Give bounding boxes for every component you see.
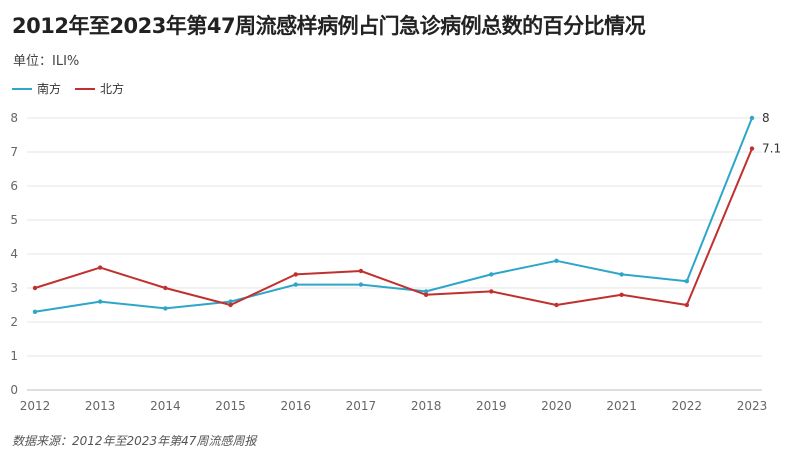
data-point bbox=[489, 289, 494, 294]
y-tick-label: 4 bbox=[10, 247, 18, 261]
legend-swatch-north bbox=[75, 87, 96, 90]
data-point bbox=[489, 272, 494, 277]
data-point bbox=[684, 302, 690, 308]
data-point bbox=[228, 299, 233, 304]
x-tick-label: 2018 bbox=[411, 399, 442, 413]
data-point bbox=[97, 265, 103, 270]
data-point bbox=[749, 115, 755, 121]
legend-label-south: 南方 bbox=[37, 82, 62, 96]
source-note: 数据来源：2012年至2023年第47周流感周报 bbox=[12, 434, 257, 448]
legend-label-north: 北方 bbox=[100, 82, 125, 96]
series-line-1 bbox=[34, 148, 753, 306]
data-point bbox=[293, 282, 298, 287]
data-point bbox=[32, 309, 38, 314]
x-tick-label: 2023 bbox=[737, 399, 768, 413]
data-point bbox=[163, 306, 168, 311]
end-label: 8 bbox=[762, 111, 770, 125]
chart-title: 2012年至2023年第47周流感样病例占门急诊病例总数的百分比情况 bbox=[12, 14, 646, 38]
data-point bbox=[293, 272, 298, 277]
data-point bbox=[684, 279, 690, 284]
data-point bbox=[423, 289, 429, 294]
y-tick-label: 6 bbox=[10, 179, 18, 193]
data-point bbox=[163, 285, 168, 291]
x-tick-label: 2017 bbox=[346, 399, 377, 413]
data-point bbox=[228, 302, 233, 308]
x-tick-label: 2016 bbox=[280, 399, 311, 413]
y-tick-label: 7 bbox=[10, 145, 18, 159]
y-tick-label: 8 bbox=[10, 111, 18, 125]
series-line-0 bbox=[34, 117, 753, 313]
unit-label: 单位：ILI% bbox=[13, 54, 80, 69]
x-tick-label: 2019 bbox=[476, 399, 507, 413]
data-point bbox=[32, 285, 38, 291]
x-tick-label: 2014 bbox=[150, 399, 181, 413]
x-tick-label: 2012 bbox=[20, 399, 51, 413]
y-tick-label: 0 bbox=[10, 383, 18, 397]
data-point bbox=[749, 146, 755, 151]
data-point bbox=[554, 258, 559, 263]
y-tick-label: 3 bbox=[10, 281, 18, 295]
x-tick-label: 2015 bbox=[215, 399, 246, 413]
x-tick-label: 2021 bbox=[606, 399, 637, 413]
data-point bbox=[358, 268, 364, 274]
x-tick-label: 2022 bbox=[672, 399, 703, 413]
data-point bbox=[554, 302, 559, 308]
y-tick-label: 2 bbox=[10, 315, 18, 329]
data-point bbox=[423, 292, 429, 297]
y-tick-label: 1 bbox=[10, 349, 18, 363]
legend-item-north: 北方 bbox=[75, 80, 124, 97]
x-tick-label: 2013 bbox=[85, 399, 116, 413]
data-point bbox=[97, 299, 103, 304]
legend: 南方 北方 bbox=[12, 80, 138, 97]
legend-item-south: 南方 bbox=[12, 80, 61, 97]
data-point bbox=[619, 292, 624, 297]
legend-swatch-south bbox=[12, 87, 32, 90]
x-tick-label: 2020 bbox=[541, 399, 572, 413]
end-label: 7.1 bbox=[762, 142, 781, 156]
y-tick-label: 5 bbox=[10, 213, 18, 227]
data-point bbox=[619, 272, 624, 277]
data-point bbox=[358, 282, 364, 287]
